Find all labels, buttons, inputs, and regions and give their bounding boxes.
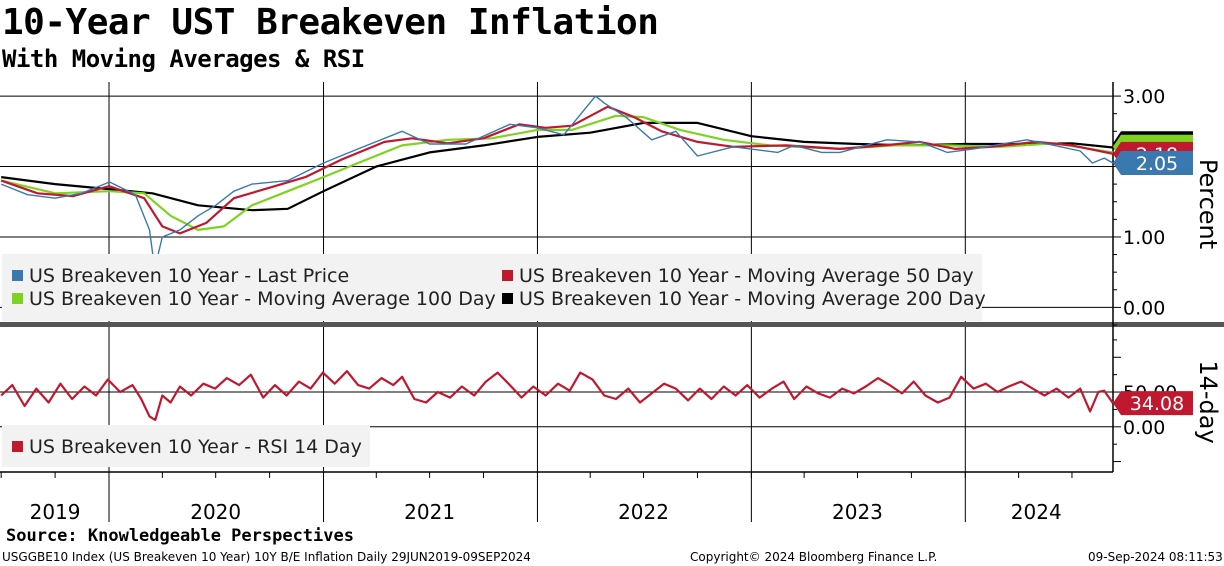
x-tick-label: 2020 [190,500,241,524]
series-rsi [0,370,1114,421]
rsi-axis-title: 14-day [1194,360,1222,443]
legend-label: US Breakeven 10 Year - RSI 14 Day [29,436,362,458]
copyright: Copyright© 2024 Bloomberg Finance L.P. [690,550,938,564]
x-tick-label: 2022 [618,500,669,524]
x-tick-label: 2024 [1011,500,1062,524]
timestamp: 09-Sep-2024 08:11:53 [1088,550,1223,564]
legend-item-ma50: US Breakeven 10 Year - Moving Average 50… [502,265,974,287]
chart-subtitle: With Moving Averages & RSI [2,45,365,73]
price-legend: US Breakeven 10 Year - Last Price US Bre… [2,254,986,321]
legend-swatch [12,441,23,452]
legend-label: US Breakeven 10 Year - Last Price [29,265,350,287]
legend-label: US Breakeven 10 Year - Moving Average 20… [519,288,986,310]
legend-swatch [12,293,23,304]
legend-item-last-price: US Breakeven 10 Year - Last Price [12,265,349,287]
series-ma50 [0,105,1114,235]
x-tick-label: 2019 [30,500,81,524]
rsi-legend: US Breakeven 10 Year - RSI 14 Day [2,425,370,467]
flag-last-price-text: 2.05 [1136,153,1178,175]
price-tick-label: 3.00 [1123,86,1165,108]
legend-item-rsi: US Breakeven 10 Year - RSI 14 Day [12,436,362,458]
price-tick-label: 0.00 [1123,297,1165,319]
legend-swatch [502,293,513,304]
legend-label: US Breakeven 10 Year - Moving Average 50… [519,265,974,287]
price-tick-label: 1.00 [1123,227,1165,249]
legend-label: US Breakeven 10 Year - Moving Average 10… [29,288,496,310]
legend-item-ma100: US Breakeven 10 Year - Moving Average 10… [12,288,496,310]
ticker-info: USGGBE10 Index (US Breakeven 10 Year) 10… [2,550,531,564]
x-tick-label: 2021 [404,500,455,524]
panel-separator [0,322,1224,327]
flag-rsi-text: 34.08 [1130,393,1184,415]
source-label: Source: Knowledgeable Perspectives [6,526,354,546]
chart-title: 10-Year UST Breakeven Inflation [2,2,659,43]
price-axis-title: Percent [1194,159,1222,249]
legend-swatch [12,270,23,281]
flag-rsi-shape [1113,391,1193,416]
legend-swatch [502,270,513,281]
rsi-tick-label: 0.00 [1123,417,1165,439]
legend-item-ma200: US Breakeven 10 Year - Moving Average 20… [502,288,986,310]
flag-last-price-shape [1113,151,1193,175]
x-tick-label: 2023 [832,500,883,524]
flag-last-price: 2.05 [1113,151,1193,175]
flag-rsi: 34.08 [1113,391,1193,416]
series-last-price [0,95,1114,270]
